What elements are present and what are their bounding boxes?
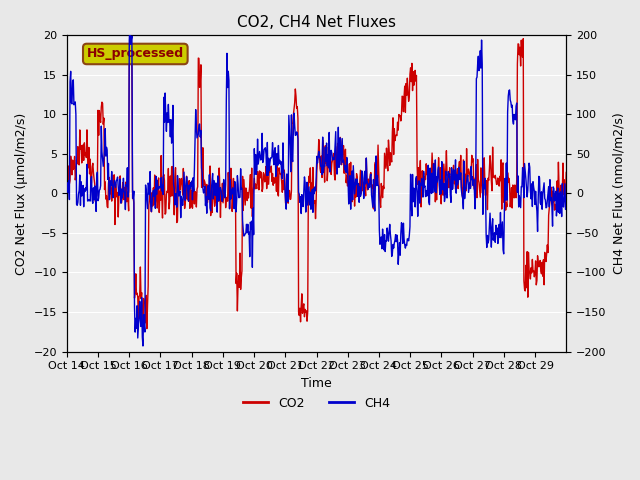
Y-axis label: CH4 Net Flux (nmol/m2/s): CH4 Net Flux (nmol/m2/s) (612, 113, 625, 274)
Title: CO2, CH4 Net Fluxes: CO2, CH4 Net Fluxes (237, 15, 396, 30)
X-axis label: Time: Time (301, 377, 332, 390)
Text: HS_processed: HS_processed (87, 48, 184, 60)
Y-axis label: CO2 Net Flux (μmol/m2/s): CO2 Net Flux (μmol/m2/s) (15, 112, 28, 275)
Legend: CO2, CH4: CO2, CH4 (237, 392, 396, 415)
